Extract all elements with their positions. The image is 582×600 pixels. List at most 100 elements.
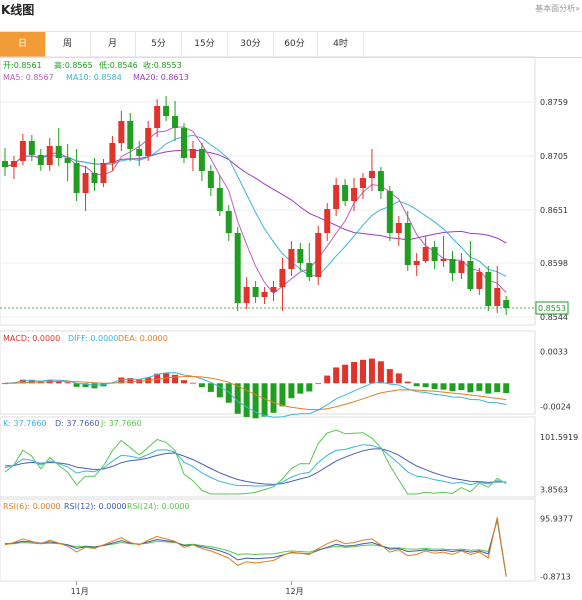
tab-separator [227, 32, 228, 57]
x-axis-label: 12月 [285, 587, 303, 596]
tab-7[interactable]: 4时 [333, 39, 348, 49]
macd-histogram-bar [118, 377, 125, 384]
legend-ma5: MA5: 0.8567 [3, 73, 54, 82]
candle-body [413, 261, 420, 265]
macd-histogram-bar [377, 361, 384, 384]
rsi24-line [4, 520, 507, 577]
macd-histogram-bar [261, 383, 268, 417]
tab-4[interactable]: 15分 [194, 39, 215, 49]
macd-diff-line [4, 372, 507, 418]
candle-body [207, 171, 214, 188]
macd-histogram-bar [315, 383, 322, 385]
macd-histogram-bar [431, 383, 438, 390]
kdj-pane-frame [0, 416, 536, 498]
candle-body [270, 287, 277, 292]
candle-body [73, 163, 80, 193]
candle-body [145, 128, 152, 156]
candle-body [82, 173, 89, 193]
tab-separator [135, 32, 136, 57]
legend-d: D: 37.7660 [55, 419, 99, 428]
rsi-legend: RSI(6): 0.0000 RSI(12): 0.0000 RSI(24): … [3, 502, 190, 511]
current-price-label: 0.8553 [538, 304, 566, 313]
candle-body [333, 185, 340, 209]
macd-histogram-bar [252, 383, 259, 419]
candle-body [476, 272, 483, 289]
tab-6[interactable]: 60分 [284, 39, 305, 49]
macd-histogram-bar [225, 383, 232, 403]
macd-histogram-bar [342, 364, 349, 384]
candle-body [288, 249, 295, 269]
macd-histogram-bar [395, 373, 402, 384]
candle-body [342, 185, 349, 201]
candle-body [494, 288, 501, 306]
main-pane-frame [0, 56, 536, 326]
ma20-line [4, 149, 507, 244]
tab-2[interactable]: 月 [107, 39, 117, 49]
candle-body [2, 161, 8, 167]
legend-open: 开:0.8561 [3, 61, 42, 70]
candle-body [109, 143, 116, 163]
macd-histogram-bar [198, 383, 205, 388]
legend-low: 低:0.8546 [99, 60, 138, 70]
macd-legend: MACD: 0.0000 DIFF: 0.0000 DEA: 0.0000 [3, 334, 168, 343]
macd-histogram-bar [82, 383, 89, 388]
candle-body [154, 106, 161, 128]
kdj-y-tick-label: 3.8563 [540, 485, 568, 494]
macd-histogram-bar [494, 383, 501, 393]
macd-histogram-bar [279, 383, 286, 407]
tab-5[interactable]: 30分 [240, 39, 261, 49]
kdj-k-line [4, 444, 507, 487]
tab-separator [273, 32, 274, 57]
macd-histogram-bar [360, 359, 366, 384]
macd-histogram-bar [64, 382, 71, 384]
tab-0[interactable]: 日 [0, 32, 45, 57]
tab-1[interactable]: 周 [62, 39, 72, 49]
candle-body [422, 247, 429, 261]
candle-body [404, 223, 411, 265]
macd-histogram-bar [181, 380, 187, 384]
macd-histogram-bar [351, 361, 358, 384]
macd-histogram-bar [467, 383, 474, 393]
main-y-tick-label: 0.8598 [540, 259, 568, 268]
macd-histogram-bar [413, 383, 420, 387]
legend-rsi24: RSI(24): 0.0000 [127, 502, 190, 511]
tab-3[interactable]: 5分 [151, 39, 166, 49]
candle-body [189, 149, 196, 158]
legend-rsi6: RSI(6): 0.0000 [3, 502, 61, 511]
macd-histogram-bar [216, 383, 223, 398]
current-price-box [535, 301, 569, 315]
macd-histogram-bar [306, 383, 313, 392]
candle-body [485, 272, 492, 306]
macd-histogram-bar [324, 375, 331, 384]
macd-histogram-bar [207, 383, 214, 392]
tab-separator [317, 32, 318, 57]
legend-ma20: MA20: 0.8613 [133, 73, 189, 82]
fundamental-analysis-link[interactable]: 基本面分析» [535, 4, 580, 13]
tab-separator [45, 32, 46, 57]
page-title: K线图 [1, 3, 35, 17]
candle-body [377, 171, 384, 191]
candle-body [127, 121, 134, 149]
candle-body [91, 173, 98, 183]
candle-body [449, 259, 456, 273]
header: K线图 基本面分析» [0, 0, 582, 18]
ma-legend: MA5: 0.8567 MA10: 0.8584 MA20: 0.8613 [3, 73, 189, 82]
legend-rsi12: RSI(12): 0.0000 [64, 502, 127, 511]
kdj-legend: K: 37.7660 D: 37.7660 J: 37.7660 [3, 419, 142, 428]
macd-histogram-bar [28, 379, 35, 384]
macd-histogram-bar [440, 383, 447, 390]
kdj-d-line [4, 448, 507, 485]
macd-histogram-bar [189, 382, 196, 384]
macd-histogram-bar [2, 383, 8, 385]
macd-histogram-bar [485, 383, 492, 394]
candle-body [395, 223, 402, 233]
candle-body [37, 155, 44, 165]
legend-k: K: 37.7660 [3, 419, 47, 428]
main-y-tick-label: 0.8705 [540, 152, 568, 161]
macd-histogram-bar [404, 381, 411, 384]
candle-body [55, 146, 62, 158]
macd-histogram-bar [127, 378, 134, 384]
macd-histogram-bar [73, 383, 80, 387]
candle-body [163, 106, 170, 116]
